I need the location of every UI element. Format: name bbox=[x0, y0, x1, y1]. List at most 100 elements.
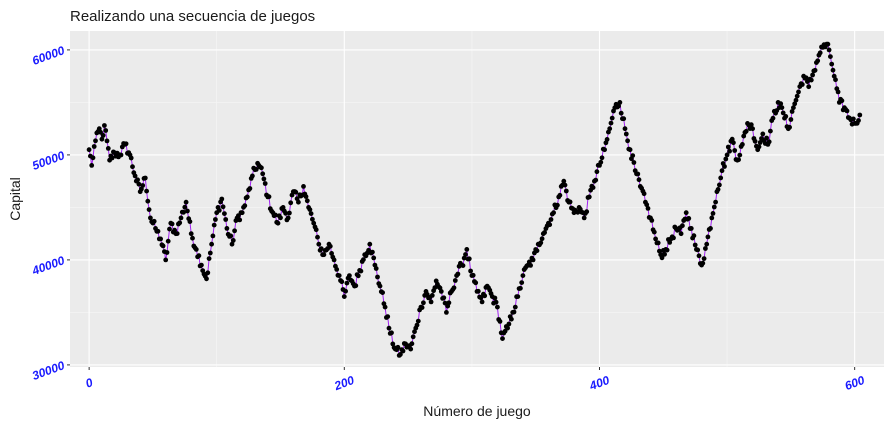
data-point bbox=[347, 273, 352, 278]
data-point bbox=[806, 84, 812, 90]
data-point bbox=[367, 241, 373, 247]
data-point bbox=[386, 325, 392, 331]
data-point bbox=[123, 141, 129, 147]
y-tick-label: 30000 bbox=[30, 358, 66, 383]
data-point bbox=[567, 199, 573, 205]
data-point bbox=[616, 103, 621, 109]
data-point bbox=[796, 89, 801, 95]
data-point bbox=[136, 181, 142, 187]
y-axis-title: Capital bbox=[7, 177, 23, 221]
data-point bbox=[692, 242, 698, 248]
data-point bbox=[557, 192, 563, 198]
data-point bbox=[478, 295, 484, 301]
data-point bbox=[548, 217, 554, 222]
data-point bbox=[608, 120, 614, 126]
data-point bbox=[183, 199, 189, 205]
grid-lines bbox=[70, 31, 884, 367]
data-point bbox=[641, 191, 647, 197]
data-point bbox=[273, 212, 278, 218]
data-point bbox=[220, 204, 226, 210]
data-point bbox=[748, 122, 754, 128]
data-point bbox=[644, 202, 650, 208]
data-point bbox=[216, 208, 222, 213]
data-point bbox=[856, 118, 861, 123]
data-point bbox=[213, 217, 218, 222]
data-point bbox=[708, 226, 713, 231]
data-point bbox=[621, 116, 627, 122]
data-point bbox=[783, 114, 789, 119]
data-point bbox=[91, 144, 97, 149]
data-point bbox=[410, 334, 416, 340]
data-point bbox=[232, 228, 238, 234]
data-point bbox=[207, 250, 213, 256]
data-point bbox=[336, 273, 342, 278]
y-tick-label: 40000 bbox=[29, 253, 66, 278]
data-point bbox=[361, 257, 366, 262]
data-point bbox=[695, 247, 701, 253]
data-point bbox=[223, 217, 229, 222]
data-point bbox=[808, 77, 814, 83]
data-point bbox=[373, 266, 379, 271]
data-point bbox=[662, 251, 667, 257]
data-point bbox=[826, 47, 832, 53]
data-point bbox=[288, 200, 294, 206]
data-point bbox=[743, 128, 749, 134]
data-point bbox=[803, 75, 809, 81]
data-point bbox=[158, 236, 164, 242]
data-point bbox=[452, 278, 458, 283]
data-point bbox=[584, 209, 590, 215]
data-point bbox=[398, 352, 403, 357]
data-point bbox=[506, 321, 512, 327]
data-point bbox=[651, 229, 657, 235]
data-point bbox=[224, 226, 230, 231]
data-point bbox=[185, 208, 190, 214]
y-tick-label: 50000 bbox=[30, 148, 66, 173]
data-point bbox=[293, 189, 299, 195]
data-point bbox=[438, 289, 444, 294]
data-point bbox=[219, 196, 225, 202]
data-point bbox=[645, 206, 651, 211]
data-point bbox=[609, 115, 615, 121]
data-point bbox=[463, 252, 468, 257]
data-point bbox=[719, 168, 725, 174]
data-point bbox=[244, 194, 250, 200]
data-point bbox=[828, 54, 833, 59]
data-point bbox=[723, 156, 729, 162]
data-point bbox=[206, 256, 212, 261]
data-point bbox=[630, 153, 636, 159]
data-point bbox=[382, 304, 388, 310]
data-point bbox=[400, 348, 406, 354]
data-point bbox=[109, 155, 115, 161]
data-point bbox=[451, 285, 457, 291]
data-point bbox=[792, 101, 798, 107]
data-point bbox=[495, 304, 500, 310]
data-point bbox=[414, 322, 420, 328]
data-point bbox=[190, 235, 195, 241]
data-point bbox=[419, 305, 425, 310]
data-point bbox=[475, 288, 481, 294]
data-point bbox=[635, 171, 641, 177]
data-point bbox=[178, 215, 184, 221]
data-point bbox=[497, 319, 503, 324]
data-point bbox=[518, 285, 523, 291]
data-point bbox=[385, 314, 391, 319]
data-point bbox=[534, 248, 540, 254]
data-point bbox=[331, 257, 337, 263]
data-point bbox=[757, 140, 763, 145]
data-point bbox=[799, 82, 805, 87]
data-point bbox=[313, 227, 319, 233]
data-point bbox=[315, 234, 320, 240]
data-point bbox=[307, 207, 313, 213]
data-point bbox=[825, 41, 831, 47]
data-point bbox=[470, 272, 476, 278]
data-point bbox=[710, 211, 716, 216]
data-point bbox=[151, 218, 157, 224]
data-point bbox=[395, 344, 401, 350]
data-point bbox=[725, 144, 731, 150]
data-point bbox=[752, 138, 758, 144]
data-point bbox=[163, 257, 169, 263]
data-point bbox=[105, 146, 111, 151]
data-point bbox=[135, 177, 141, 183]
data-point bbox=[740, 142, 745, 147]
